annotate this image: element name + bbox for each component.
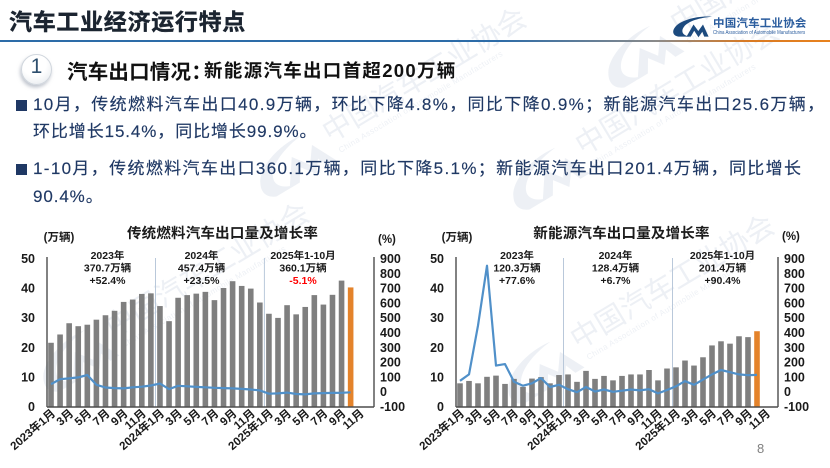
svg-text:300: 300	[380, 341, 401, 355]
svg-text:700: 700	[380, 282, 401, 296]
svg-text:7月: 7月	[90, 407, 112, 429]
svg-text:100: 100	[380, 370, 401, 384]
svg-text:+77.6%: +77.6%	[499, 275, 536, 287]
svg-text:2025年1-10月: 2025年1-10月	[690, 250, 755, 262]
svg-text:128.4万辆: 128.4万辆	[592, 263, 640, 275]
svg-text:11月: 11月	[340, 407, 366, 432]
svg-text:+23.5%: +23.5%	[184, 275, 221, 287]
svg-text:400: 400	[784, 326, 805, 340]
svg-text:600: 600	[380, 296, 401, 310]
svg-text:200: 200	[380, 356, 401, 370]
svg-text:3月: 3月	[679, 407, 701, 429]
svg-text:10: 10	[21, 370, 35, 384]
svg-text:(万辆): (万辆)	[442, 231, 473, 244]
svg-text:5月: 5月	[72, 407, 94, 429]
svg-text:100: 100	[784, 370, 805, 384]
svg-text:3月: 3月	[571, 407, 593, 429]
svg-text:400: 400	[380, 326, 401, 340]
svg-text:50: 50	[430, 252, 444, 266]
svg-text:(%): (%)	[378, 234, 396, 246]
svg-text:800: 800	[784, 267, 805, 281]
svg-text:20: 20	[21, 341, 35, 355]
svg-text:457.4万辆: 457.4万辆	[178, 263, 226, 275]
svg-text:5月: 5月	[181, 407, 203, 429]
svg-text:200: 200	[784, 356, 805, 370]
svg-text:201.4万辆: 201.4万辆	[699, 263, 747, 275]
svg-text:500: 500	[784, 311, 805, 325]
svg-text:40: 40	[430, 282, 444, 296]
svg-text:-100: -100	[380, 400, 405, 414]
svg-text:3月: 3月	[163, 407, 185, 429]
svg-text:10: 10	[430, 370, 444, 384]
svg-text:300: 300	[784, 341, 805, 355]
svg-text:7月: 7月	[499, 407, 521, 429]
svg-text:7月: 7月	[607, 407, 629, 429]
svg-text:120.3万辆: 120.3万辆	[493, 263, 541, 275]
svg-text:2024年: 2024年	[185, 250, 219, 262]
svg-text:0: 0	[380, 385, 387, 399]
svg-text:30: 30	[21, 311, 35, 325]
svg-text:360.1万辆: 360.1万辆	[279, 263, 327, 275]
svg-text:20: 20	[430, 341, 444, 355]
svg-text:11月: 11月	[747, 407, 773, 432]
svg-text:7月: 7月	[199, 407, 221, 429]
svg-text:(万辆): (万辆)	[44, 231, 75, 244]
svg-text:30: 30	[430, 311, 444, 325]
svg-text:+6.7%: +6.7%	[600, 275, 631, 287]
svg-text:3月: 3月	[54, 407, 76, 429]
svg-text:500: 500	[380, 311, 401, 325]
svg-text:0: 0	[784, 385, 791, 399]
svg-text:0: 0	[28, 400, 35, 414]
svg-text:50: 50	[21, 252, 35, 266]
svg-text:700: 700	[784, 282, 805, 296]
svg-text:0: 0	[437, 400, 444, 414]
svg-text:5月: 5月	[290, 407, 312, 429]
svg-text:7月: 7月	[715, 407, 737, 429]
svg-text:-5.1%: -5.1%	[289, 275, 317, 287]
svg-text:(%): (%)	[782, 231, 800, 243]
svg-text:2024年: 2024年	[599, 250, 633, 262]
svg-text:5月: 5月	[481, 407, 503, 429]
svg-text:5月: 5月	[589, 407, 611, 429]
svg-text:900: 900	[380, 252, 401, 266]
svg-text:3月: 3月	[463, 407, 485, 429]
svg-text:370.7万辆: 370.7万辆	[84, 263, 132, 275]
svg-text:800: 800	[380, 267, 401, 281]
svg-text:7月: 7月	[308, 407, 330, 429]
svg-text:+52.4%: +52.4%	[90, 275, 127, 287]
svg-text:+90.4%: +90.4%	[705, 275, 742, 287]
svg-text:2023年: 2023年	[500, 250, 534, 262]
svg-text:600: 600	[784, 296, 805, 310]
svg-text:-100: -100	[784, 400, 809, 414]
svg-text:2025年1-10月: 2025年1-10月	[270, 250, 335, 262]
svg-text:40: 40	[21, 282, 35, 296]
svg-text:2023年: 2023年	[91, 250, 125, 262]
svg-text:900: 900	[784, 252, 805, 266]
svg-text:3月: 3月	[272, 407, 294, 429]
svg-text:5月: 5月	[697, 407, 719, 429]
